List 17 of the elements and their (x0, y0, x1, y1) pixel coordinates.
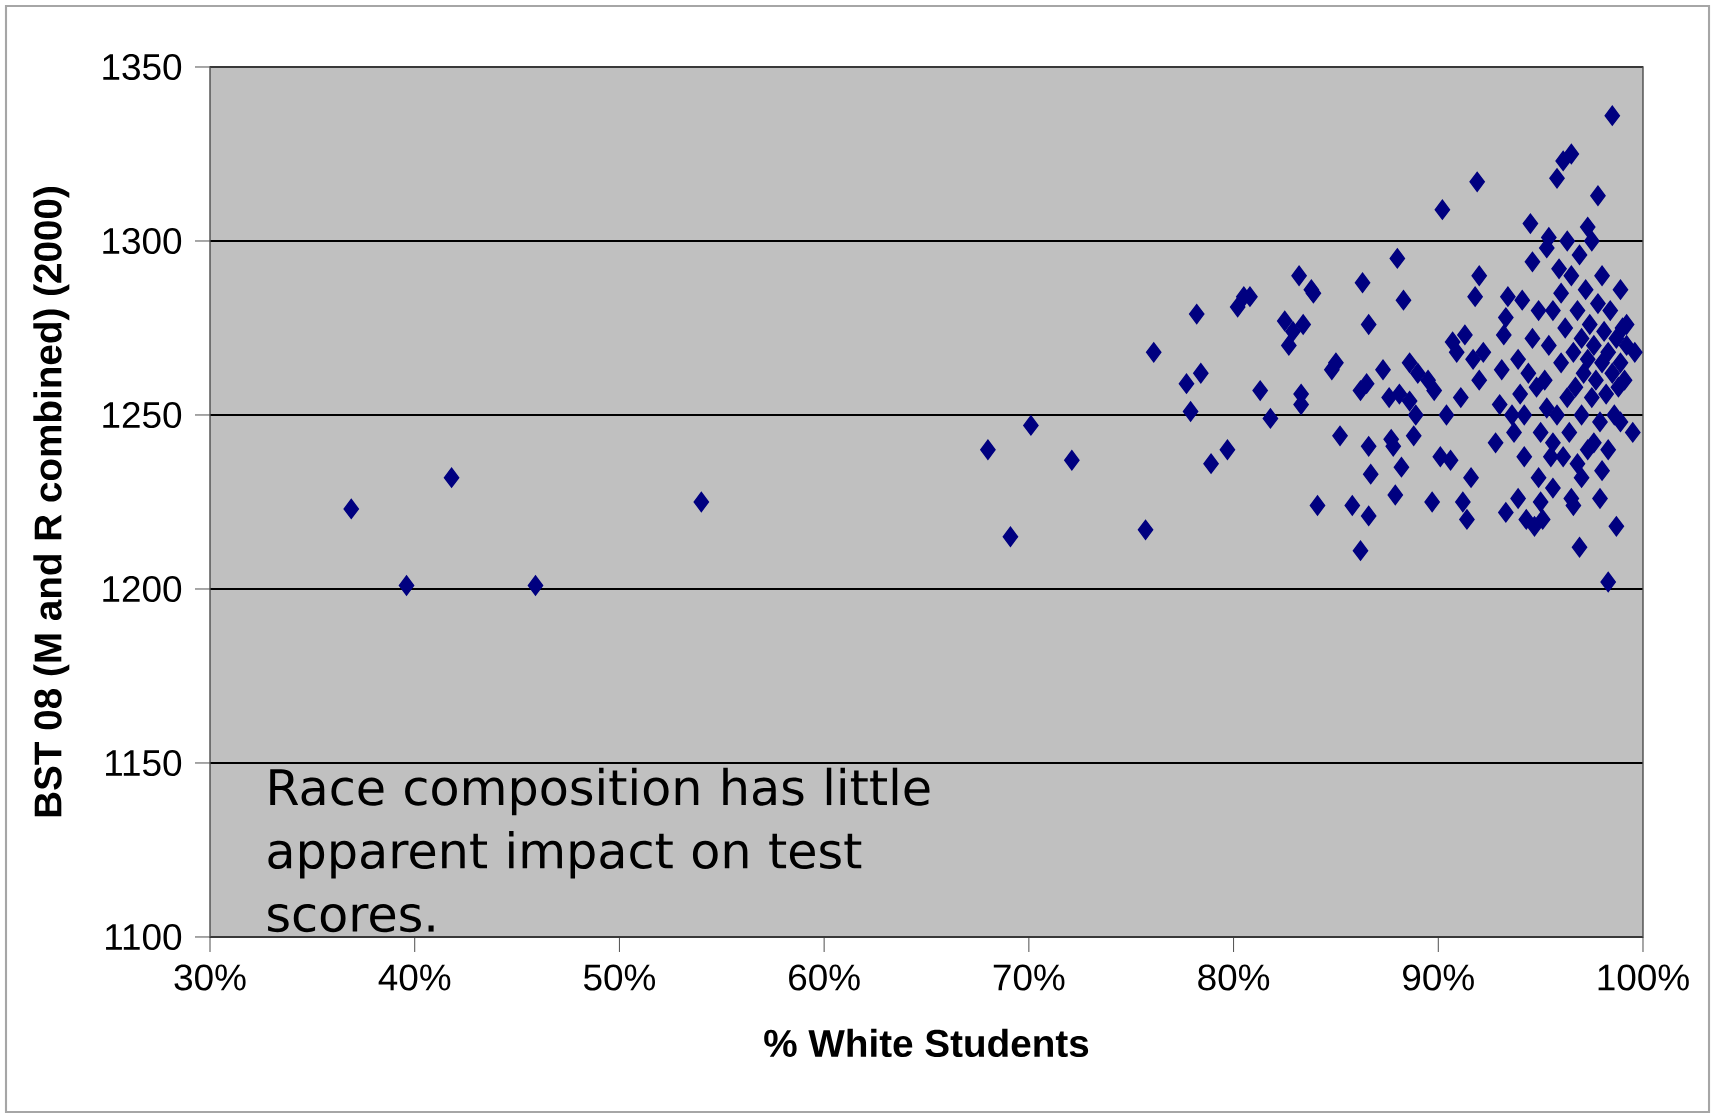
y-axis-title: BST 08 (M and R combined) (2000) (33, 187, 70, 817)
x-tick-label: 80% (1198, 964, 1270, 991)
x-tick-label: 40% (378, 964, 451, 991)
x-tick-label: 50% (583, 964, 656, 991)
x-tick-label: 100% (1598, 964, 1689, 991)
x-tick-label: 30% (174, 964, 246, 991)
x-axis-title: % White Students (764, 1028, 1089, 1058)
x-tick-label: 90% (1403, 964, 1474, 991)
y-tick-label: 1200 (103, 575, 182, 603)
y-tick-label: 1300 (103, 227, 182, 255)
annotation: Race composition has little apparent impact on test scores. (268, 767, 930, 933)
y-tick-label: 1100 (106, 923, 182, 951)
y-tick-label: 1250 (103, 401, 182, 429)
x-tick-label: 60% (789, 964, 860, 991)
y-tick-label: 1150 (106, 749, 182, 777)
y-tick-label: 1350 (103, 53, 182, 81)
x-tick-label: 70% (993, 964, 1065, 991)
